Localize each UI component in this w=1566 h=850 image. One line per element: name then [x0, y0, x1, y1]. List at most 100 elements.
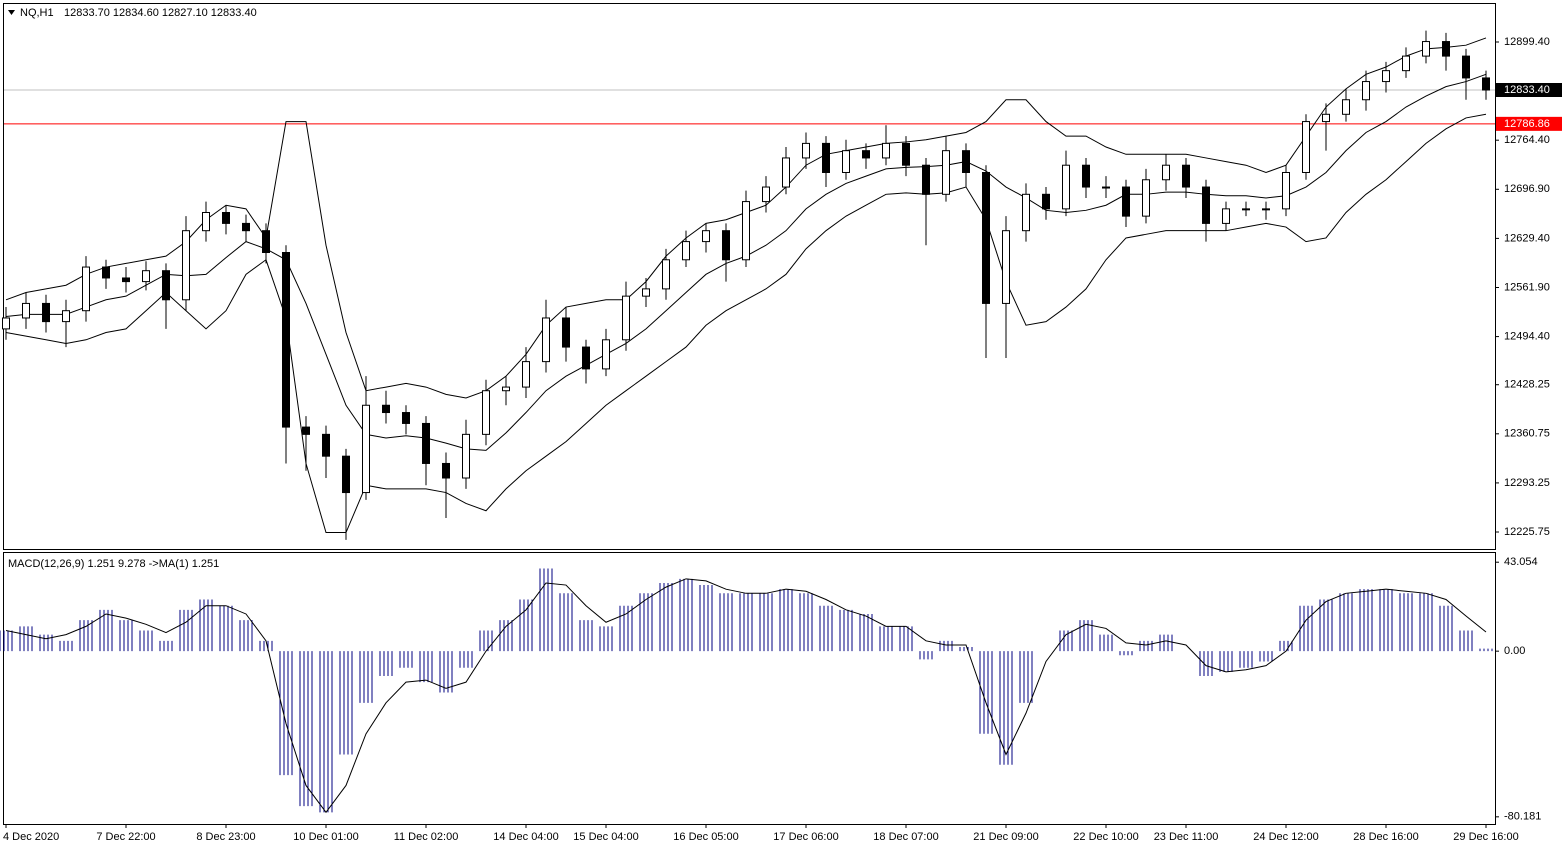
candle-body [1422, 41, 1430, 57]
x-tick-label: 10 Dec 01:00 [293, 831, 358, 843]
candle-body [942, 150, 950, 195]
y-tick-label: 12696.90 [1504, 183, 1550, 195]
candle-body [882, 142, 890, 159]
y-tick-label: 12629.40 [1504, 232, 1550, 244]
y-tick-label: 0.00 [1504, 645, 1525, 657]
y-tick-label: 12561.90 [1504, 281, 1550, 293]
candle-body [1042, 193, 1050, 210]
candle-body [342, 455, 350, 494]
candle-body [1122, 186, 1130, 217]
candle-body [462, 433, 470, 479]
x-tick-label: 16 Dec 05:00 [673, 831, 738, 843]
candle-body [1102, 186, 1110, 189]
y-tick-label: 43.054 [1504, 556, 1538, 568]
ohlc-info: 12833.70 12834.60 12827.10 12833.40 [64, 7, 257, 19]
candle-body [662, 259, 670, 290]
y-tick-label: 12764.40 [1504, 134, 1550, 146]
candle-body [702, 230, 710, 243]
candle-body [1322, 113, 1330, 123]
x-tick-label: 8 Dec 23:00 [196, 831, 255, 843]
price-level-label: 12833.40 [1504, 84, 1550, 96]
candle-body [682, 241, 690, 261]
y-tick-label: 12360.75 [1504, 428, 1550, 440]
candle-body [1442, 41, 1450, 57]
collapse-arrow[interactable] [8, 10, 15, 15]
main-panel-frame [3, 3, 1496, 550]
candle-body [1262, 208, 1270, 211]
candle-body [982, 171, 990, 304]
candle-body [1482, 77, 1490, 91]
candle-body [1062, 164, 1070, 210]
candle-body [62, 310, 70, 323]
candle-body [242, 222, 250, 232]
x-tick-label: 14 Dec 04:00 [493, 831, 558, 843]
y-tick-label: -80.181 [1504, 811, 1541, 823]
macd-title: MACD(12,26,9) 1.251 9.278 ->MA(1) 1.251 [8, 558, 219, 570]
candle-body [182, 230, 190, 301]
candle-body [162, 270, 170, 301]
candle-body [222, 211, 230, 224]
candle-body [202, 211, 210, 232]
candle-body [102, 266, 110, 279]
candle-body [302, 426, 310, 435]
candle-body [482, 390, 490, 435]
candle-body [1462, 55, 1470, 79]
x-tick-label: 18 Dec 07:00 [873, 831, 938, 843]
signal-line [5, 578, 1487, 814]
candle-body [1162, 164, 1170, 181]
candle-body [362, 404, 370, 494]
candle-body [722, 230, 730, 261]
x-tick-label: 28 Dec 16:00 [1353, 831, 1418, 843]
candle-body [382, 404, 390, 414]
y-tick-label: 12899.40 [1504, 36, 1550, 48]
candle-body [322, 433, 330, 457]
candle-body [822, 142, 830, 173]
candle-body [642, 288, 650, 297]
x-tick-label: 24 Dec 12:00 [1253, 831, 1318, 843]
candle-body [562, 317, 570, 348]
candle-body [402, 412, 410, 424]
bollinger-band [5, 113, 1487, 534]
candle-body [762, 186, 770, 203]
candle-body [1282, 171, 1290, 210]
candle-body [1202, 186, 1210, 224]
x-tick-label: 7 Dec 22:00 [96, 831, 155, 843]
candle-body [22, 302, 30, 319]
candle-body [1302, 121, 1310, 173]
candle-body [262, 230, 270, 254]
x-tick-label: 23 Dec 11:00 [1154, 831, 1219, 843]
candle-body [842, 150, 850, 173]
y-tick-label: 12494.40 [1504, 331, 1550, 343]
candle-body [522, 361, 530, 388]
y-tick-label: 12225.75 [1504, 526, 1550, 538]
symbol-title: NQ,H1 [20, 7, 54, 19]
x-tick-label: 21 Dec 09:00 [973, 831, 1038, 843]
macd-panel-frame [3, 552, 1496, 825]
candle-body [1402, 55, 1410, 72]
candle-body [922, 164, 930, 195]
y-tick-label: 12428.25 [1504, 379, 1550, 391]
x-tick-label: 17 Dec 06:00 [773, 831, 838, 843]
candle-body [82, 266, 90, 312]
price-level-badge [1496, 116, 1562, 131]
candle-body [42, 302, 50, 323]
candle-body [802, 142, 810, 159]
candle-body [902, 142, 910, 166]
candle-body [422, 422, 430, 464]
x-tick-label: 4 Dec 2020 [3, 831, 59, 843]
x-tick-label: 22 Dec 10:00 [1073, 831, 1138, 843]
candle-body [1022, 193, 1030, 232]
candle-body [442, 462, 450, 479]
candle-body [1342, 99, 1350, 115]
candle-body [1082, 164, 1090, 188]
x-tick-label: 29 Dec 16:00 [1453, 831, 1518, 843]
candle-body [1242, 208, 1250, 211]
candle-body [582, 346, 590, 370]
price-level-label: 12786.86 [1504, 118, 1550, 130]
candle-body [602, 339, 610, 370]
candle-body [962, 150, 970, 173]
candle-body [1142, 179, 1150, 217]
candle-body [2, 317, 10, 330]
candle-body [502, 386, 510, 392]
